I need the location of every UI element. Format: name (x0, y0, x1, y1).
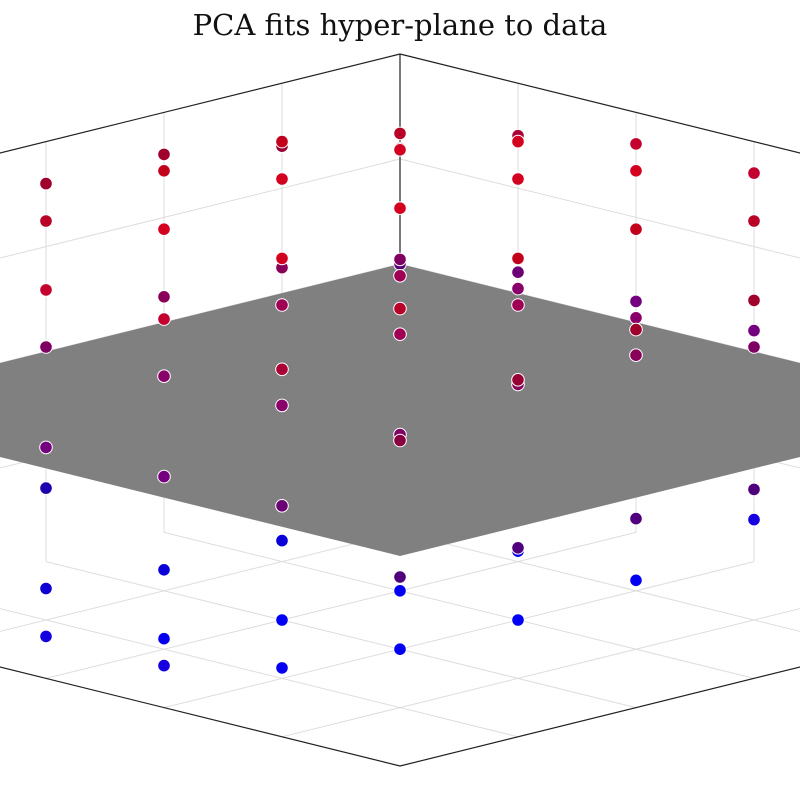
data-point (275, 533, 289, 548)
data-point (629, 294, 643, 309)
data-point (629, 322, 643, 337)
chart-title: PCA fits hyper-plane to data (192, 8, 608, 42)
data-point (39, 214, 53, 228)
data-point (157, 369, 171, 384)
data-point (511, 251, 525, 266)
data-point (393, 126, 407, 141)
data-point (275, 398, 289, 413)
data-point (511, 172, 525, 186)
data-point (157, 222, 171, 236)
data-point (511, 541, 525, 555)
data-point (39, 581, 53, 596)
data-point (747, 340, 761, 354)
data-point (629, 164, 643, 178)
data-point (747, 323, 761, 338)
data-point (157, 312, 171, 326)
data-point (629, 573, 643, 588)
data-point (39, 629, 53, 644)
data-point (39, 176, 53, 191)
data-point (511, 134, 525, 149)
data-point (275, 172, 289, 186)
data-point (747, 166, 761, 180)
data-point (393, 301, 407, 316)
grid-line (45, 561, 637, 709)
data-point (275, 661, 289, 675)
data-point (629, 511, 643, 526)
data-point (39, 340, 53, 354)
grid-line (0, 158, 401, 259)
data-point (157, 147, 171, 162)
data-point (275, 499, 289, 513)
data-point (39, 440, 53, 455)
data-point (393, 433, 407, 448)
data-point (511, 265, 525, 280)
data-point (275, 362, 289, 377)
data-point (747, 293, 761, 308)
grid-line (45, 531, 637, 679)
data-point (393, 642, 407, 657)
data-point (393, 201, 407, 215)
box-edge (399, 666, 800, 767)
data-point (511, 281, 525, 296)
data-point (393, 327, 407, 342)
data-point (393, 252, 407, 267)
data-point (157, 164, 171, 178)
data-point (275, 298, 289, 312)
grid-line (163, 561, 755, 709)
data-point (747, 214, 761, 228)
data-point (511, 613, 525, 627)
data-point (747, 482, 761, 497)
data-point (157, 658, 171, 673)
data-point (393, 143, 407, 157)
data-point (629, 348, 643, 363)
data-point (157, 563, 171, 577)
box-edge (0, 666, 401, 767)
grid-line (0, 608, 519, 738)
data-point (629, 222, 643, 236)
grid-line (163, 531, 755, 679)
data-point (393, 584, 407, 598)
data-point (39, 283, 53, 297)
data-point (275, 613, 289, 627)
data-point (393, 269, 407, 283)
data-point (747, 512, 761, 527)
grid-line (399, 158, 800, 259)
box-edge (0, 53, 401, 154)
data-point (275, 251, 289, 266)
fitted-plane (0, 264, 800, 556)
box-edge (399, 53, 800, 154)
data-point (39, 481, 53, 495)
data-point (393, 570, 407, 584)
data-point (157, 290, 171, 304)
data-point (511, 298, 525, 312)
data-point (157, 631, 171, 646)
data-point (629, 311, 643, 325)
data-point (275, 134, 289, 149)
data-point (511, 373, 525, 387)
data-point (629, 137, 643, 151)
grid-line (281, 608, 800, 738)
data-point (157, 469, 171, 484)
